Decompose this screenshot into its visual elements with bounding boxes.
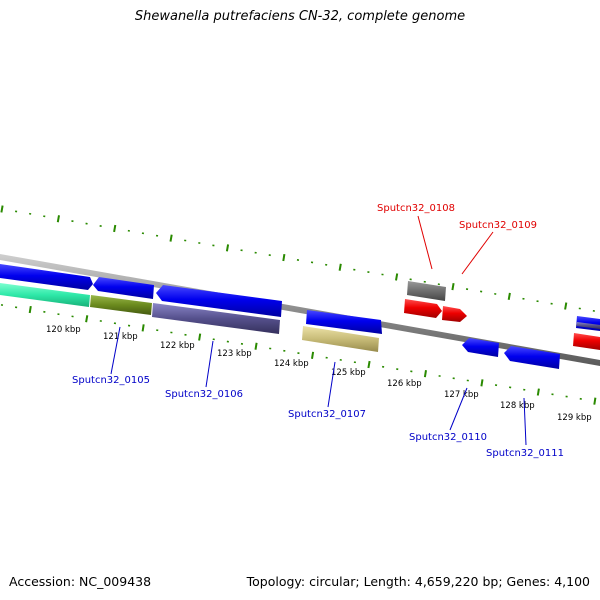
cds-forward-arrow	[306, 310, 382, 334]
other-feature-arrow	[302, 326, 379, 352]
gene-leader-line	[205, 340, 214, 388]
major-tick	[564, 302, 568, 310]
major-tick	[225, 244, 230, 252]
scale-label: 120 kbp	[46, 325, 81, 335]
cds-reverse-strand-arrow	[462, 338, 499, 357]
map-title: Shewanella putrefaciens CN-32, complete …	[134, 9, 466, 24]
scale-label: 128 kbp	[500, 401, 535, 411]
gene-leader-line	[449, 387, 468, 431]
gene-leader-line	[523, 397, 527, 446]
major-tick	[282, 253, 286, 262]
major-tick	[311, 351, 315, 359]
misc-feature-arrow	[152, 303, 280, 334]
major-tick	[593, 397, 597, 405]
major-tick	[507, 292, 511, 300]
scale-label: 123 kbp	[217, 349, 252, 359]
trna-arrow	[90, 295, 152, 315]
gene-leader-line	[417, 215, 433, 270]
major-tick	[56, 215, 60, 223]
major-tick	[423, 370, 427, 378]
accession-label: Accession: NC_009438	[9, 574, 152, 589]
scale-label: 129 kbp	[557, 413, 592, 423]
scale-label: 127 kbp	[444, 390, 479, 400]
scale-label: 121 kbp	[103, 332, 138, 342]
gene-leader-line	[110, 326, 121, 375]
major-tick	[28, 305, 32, 314]
major-tick	[141, 324, 145, 332]
scale-label: 126 kbp	[387, 379, 422, 389]
major-tick	[0, 205, 4, 213]
cds-forward-red-arrow	[573, 333, 600, 350]
cds-forward-arrow	[0, 264, 93, 290]
misc-feature-arrow	[576, 322, 600, 329]
scale-label: 125 kbp	[331, 368, 366, 378]
major-tick	[169, 234, 173, 242]
gene-leader-line	[327, 361, 336, 408]
inner-tick-track	[0, 304, 597, 405]
gene-label: Sputcn32_0107	[288, 409, 366, 420]
gene-label: Sputcn32_0106	[165, 389, 243, 400]
major-tick	[198, 333, 202, 341]
cds-reverse-strand-arrow	[156, 285, 282, 317]
genome-summary: Topology: circular; Length: 4,659,220 bp…	[246, 574, 590, 589]
outer-tick-track	[0, 205, 595, 312]
major-tick	[536, 388, 540, 396]
scale-label: 124 kbp	[274, 359, 309, 369]
major-tick	[395, 273, 399, 281]
cds-reverse-strand-arrow	[93, 277, 154, 299]
major-tick	[451, 283, 455, 291]
major-tick	[254, 342, 258, 350]
gene-label: Sputcn32_0105	[72, 375, 150, 386]
major-tick	[85, 315, 89, 323]
major-tick	[113, 224, 117, 233]
scale-label: 122 kbp	[160, 341, 195, 351]
major-tick	[480, 379, 484, 387]
gene-label: Sputcn32_0111	[486, 448, 564, 459]
gene-label: Sputcn32_0108	[377, 203, 455, 214]
major-tick	[367, 360, 371, 369]
gene-label: Sputcn32_0109	[459, 220, 537, 231]
gene-leader-line	[461, 231, 494, 275]
cds-forward-red-arrow	[442, 306, 467, 322]
genome-backbone	[0, 254, 600, 366]
major-tick	[338, 263, 342, 271]
rrna-arrow	[0, 283, 90, 307]
cds-reverse-strand-arrow	[504, 346, 560, 369]
pseudogene-arrow	[407, 281, 446, 301]
gene-label: Sputcn32_0110	[409, 432, 487, 443]
cds-forward-red-arrow	[404, 299, 442, 318]
